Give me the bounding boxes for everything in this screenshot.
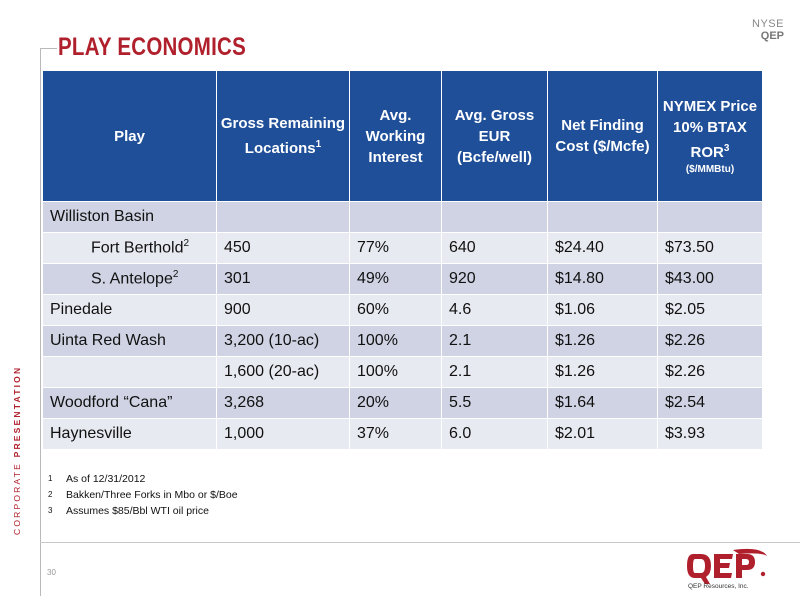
cell-nymex-price: $2.26	[657, 325, 763, 357]
page-title: PLAY ECONOMICS	[58, 33, 246, 61]
cell-locations: 1,600 (20-ac)	[216, 356, 350, 388]
table-row: Uinta Red Wash 3,200 (10-ac) 100% 2.1 $1…	[42, 325, 763, 357]
cell-working-interest: 100%	[349, 356, 442, 388]
side-label: CORPORATE PRESENTATION	[12, 366, 22, 535]
cell-eur: 920	[441, 263, 548, 295]
cell-finding-cost: $24.40	[547, 232, 658, 264]
ticker-block: NYSE QEP	[752, 18, 784, 42]
cell-finding-cost: $2.01	[547, 418, 658, 450]
cell-locations: 1,000	[216, 418, 350, 450]
cell-nymex-price: $2.54	[657, 387, 763, 419]
cell-locations: 3,268	[216, 387, 350, 419]
col-header-play: Play	[42, 70, 217, 202]
cell-eur: 5.5	[441, 387, 548, 419]
table-row: Williston Basin	[42, 201, 763, 233]
cell-locations	[216, 201, 350, 233]
table-row: 1,600 (20-ac) 100% 2.1 $1.26 $2.26	[42, 356, 763, 388]
cell-locations: 3,200 (10-ac)	[216, 325, 350, 357]
col-header-eur: Avg. Gross EUR (Bcfe/well)	[441, 70, 548, 202]
cell-locations: 450	[216, 232, 350, 264]
cell-eur: 640	[441, 232, 548, 264]
cell-play: Uinta Red Wash	[42, 325, 217, 357]
table-header-row: Play Gross Remaining Locations1 Avg. Wor…	[42, 70, 763, 202]
cell-eur: 2.1	[441, 325, 548, 357]
cell-play: Fort Berthold2	[42, 232, 217, 264]
table-row: Fort Berthold2 450 77% 640 $24.40 $73.50	[42, 232, 763, 264]
cell-nymex-price: $2.05	[657, 294, 763, 326]
cell-finding-cost: $14.80	[547, 263, 658, 295]
play-economics-table: Play Gross Remaining Locations1 Avg. Wor…	[42, 70, 763, 450]
footnotes: 1 As of 12/31/2012 2 Bakken/Three Forks in…	[48, 471, 238, 519]
cell-eur: 2.1	[441, 356, 548, 388]
cell-play	[42, 356, 217, 388]
cell-eur	[441, 201, 548, 233]
frame-line-bottom	[40, 542, 800, 543]
cell-play: Williston Basin	[42, 201, 217, 233]
cell-locations: 301	[216, 263, 350, 295]
col-header-working-interest: Avg. Working Interest	[349, 70, 442, 202]
col-header-locations: Gross Remaining Locations1	[216, 70, 350, 202]
table-row: S. Antelope2 301 49% 920 $14.80 $43.00	[42, 263, 763, 295]
cell-finding-cost	[547, 201, 658, 233]
cell-working-interest: 49%	[349, 263, 442, 295]
cell-nymex-price: $3.93	[657, 418, 763, 450]
side-label-presentation: PRESENTATION	[12, 365, 22, 458]
cell-working-interest: 100%	[349, 325, 442, 357]
cell-finding-cost: $1.64	[547, 387, 658, 419]
frame-line-left	[40, 48, 41, 596]
page-number: 30	[47, 568, 56, 577]
exchange-label: NYSE	[752, 18, 784, 30]
table-row: Pinedale 900 60% 4.6 $1.06 $2.05	[42, 294, 763, 326]
qep-logo-icon	[687, 548, 767, 584]
table-row: Haynesville 1,000 37% 6.0 $2.01 $3.93	[42, 418, 763, 450]
cell-play: S. Antelope2	[42, 263, 217, 295]
cell-working-interest: 20%	[349, 387, 442, 419]
col-header-nymex-price: NYMEX Price 10% BTAX ROR3 ($/MMBtu)	[657, 70, 763, 202]
cell-play: Haynesville	[42, 418, 217, 450]
cell-locations: 900	[216, 294, 350, 326]
cell-working-interest	[349, 201, 442, 233]
cell-eur: 6.0	[441, 418, 548, 450]
cell-working-interest: 77%	[349, 232, 442, 264]
ticker-label: QEP	[760, 30, 784, 42]
cell-nymex-price: $43.00	[657, 263, 763, 295]
cell-eur: 4.6	[441, 294, 548, 326]
cell-play: Pinedale	[42, 294, 217, 326]
cell-play: Woodford “Cana”	[42, 387, 217, 419]
col-header-nymex-unit: ($/MMBtu)	[685, 163, 735, 175]
cell-working-interest: 37%	[349, 418, 442, 450]
frame-line-top	[40, 48, 57, 49]
cell-finding-cost: $1.26	[547, 325, 658, 357]
cell-nymex-price: $73.50	[657, 232, 763, 264]
footnote: 1 As of 12/31/2012	[48, 473, 146, 485]
cell-working-interest: 60%	[349, 294, 442, 326]
cell-finding-cost: $1.26	[547, 356, 658, 388]
col-header-finding-cost: Net Finding Cost ($/Mcfe)	[547, 70, 658, 202]
side-label-corporate: CORPORATE	[12, 457, 22, 535]
cell-nymex-price: $2.26	[657, 356, 763, 388]
cell-finding-cost: $1.06	[547, 294, 658, 326]
logo-caption: QEP Resources, Inc.	[688, 583, 749, 590]
table-row: Woodford “Cana” 3,268 20% 5.5 $1.64 $2.5…	[42, 387, 763, 419]
footnote: 3 Assumes $85/Bbl WTI oil price	[48, 505, 209, 517]
cell-nymex-price	[657, 201, 763, 233]
footnote: 2 Bakken/Three Forks in Mbo or $/Boe	[48, 489, 238, 501]
